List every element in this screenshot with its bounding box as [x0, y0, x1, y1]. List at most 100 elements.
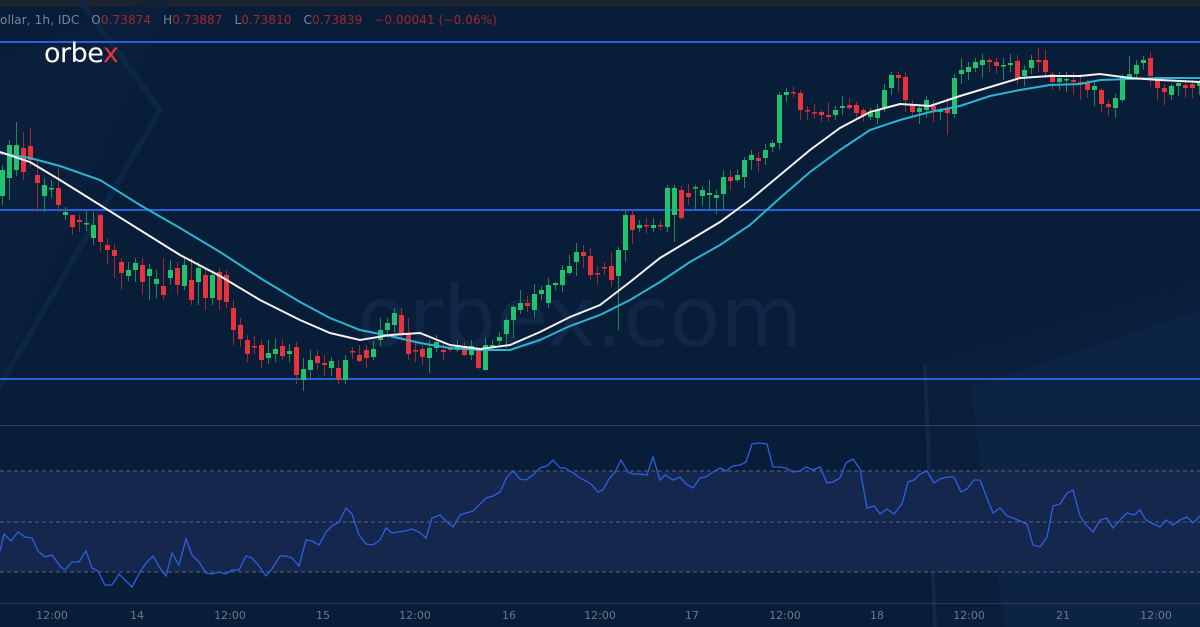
bear-candle: [252, 346, 257, 348]
low-label: L: [234, 13, 242, 27]
bear-candle: [476, 350, 481, 368]
bull-candle: [1057, 78, 1062, 82]
bear-candle: [217, 272, 222, 300]
bear-candle: [987, 60, 992, 62]
bear-candle: [105, 245, 110, 250]
bear-candle: [1183, 85, 1188, 88]
bear-candle: [658, 225, 663, 227]
bull-candle: [532, 294, 537, 310]
bull-candle: [385, 323, 390, 330]
open-label: O: [91, 13, 101, 27]
time-axis-label: 12:00: [214, 609, 246, 622]
bear-candle: [805, 110, 810, 112]
bull-candle: [616, 250, 621, 276]
bull-candle: [182, 265, 187, 286]
bear-candle: [357, 355, 362, 361]
bear-candle: [280, 346, 285, 356]
bull-candle: [777, 95, 782, 143]
bear-candle: [679, 190, 684, 218]
bull-candle: [210, 275, 215, 298]
top-toolbar-strip: [0, 0, 1200, 7]
bull-candle: [42, 185, 47, 196]
bear-candle: [315, 356, 320, 363]
bull-candle: [665, 188, 670, 227]
bear-candle: [98, 215, 103, 242]
bull-candle: [546, 285, 551, 303]
time-axis-label: 16: [502, 609, 516, 622]
bull-candle: [1001, 65, 1006, 67]
time-axis-label: 12:00: [399, 609, 431, 622]
bear-candle: [203, 275, 208, 298]
bear-candle: [161, 286, 166, 295]
bull-candle: [784, 92, 789, 95]
bear-candle: [903, 77, 908, 100]
bull-candle: [952, 78, 957, 114]
bull-candle: [273, 349, 278, 354]
bear-candle: [56, 188, 61, 205]
bear-candle: [1099, 90, 1104, 104]
time-axis-label: 14: [130, 609, 144, 622]
close-value: 0.73839: [311, 13, 363, 27]
bull-candle: [490, 345, 495, 347]
time-axis-label: 12:00: [953, 609, 985, 622]
bull-candle: [875, 110, 880, 118]
logo-accent: x: [102, 38, 119, 69]
time-axis-label: 15: [316, 609, 330, 622]
bear-candle: [1036, 60, 1041, 62]
bull-candle: [1113, 98, 1118, 108]
bear-candle: [847, 105, 852, 108]
bear-candle: [588, 256, 593, 275]
bull-candle: [938, 110, 943, 112]
bear-candle: [70, 215, 75, 227]
bull-candle: [1022, 70, 1027, 76]
bear-candle: [462, 346, 467, 355]
bear-candle: [525, 303, 530, 306]
time-axis-label: 18: [870, 609, 884, 622]
bull-candle: [889, 75, 894, 88]
time-axis-label: 12:00: [584, 609, 616, 622]
bear-candle: [441, 350, 446, 352]
logo-text: orbe: [44, 38, 103, 69]
bear-candle: [294, 347, 299, 375]
bear-candle: [245, 340, 250, 354]
bull-candle: [168, 270, 173, 278]
ohlc-legend: ollar, 1h, IDC O0.73874 H0.73887 L0.7381…: [0, 13, 497, 29]
rsi-line: [0, 442, 1200, 589]
bull-candle: [1029, 60, 1034, 68]
bull-candle: [0, 170, 5, 196]
bear-candle: [756, 158, 761, 161]
high-label: H: [163, 13, 173, 27]
bull-candle: [1064, 79, 1069, 81]
bull-candle: [651, 225, 656, 228]
bear-candle: [1106, 104, 1111, 107]
moving-average-fast: [0, 72, 1200, 351]
bear-candle: [1085, 83, 1090, 90]
bull-candle: [917, 108, 922, 112]
bull-candle: [574, 252, 579, 262]
bear-candle: [336, 368, 341, 380]
bear-candle: [1015, 61, 1020, 78]
bear-candle: [728, 177, 733, 181]
bull-candle: [1127, 74, 1132, 78]
bear-candle: [413, 350, 418, 352]
bull-candle: [504, 320, 509, 334]
bear-candle: [1162, 88, 1167, 92]
orbex-logo: orbex: [44, 38, 119, 69]
bull-candle: [966, 67, 971, 72]
bear-candle: [581, 252, 586, 256]
bull-candle: [1197, 82, 1200, 86]
bull-candle: [1141, 60, 1146, 63]
bull-candle: [623, 215, 628, 250]
time-axis-label: 21: [1056, 609, 1070, 622]
bull-candle: [147, 269, 152, 276]
moving-average-slow: [0, 77, 1200, 351]
close-label: C: [303, 13, 312, 27]
bull-candle: [714, 195, 719, 198]
horizontal-levels[interactable]: [0, 41, 1200, 380]
bull-candle: [427, 348, 432, 358]
bull-candle: [511, 307, 516, 320]
bear-candle: [350, 351, 355, 353]
bull-candle: [868, 113, 873, 117]
